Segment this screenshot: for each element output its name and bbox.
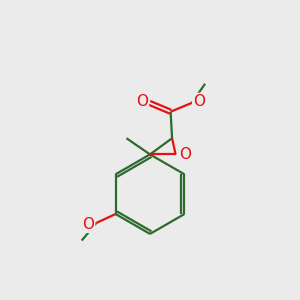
- Text: O: O: [82, 217, 94, 232]
- Text: O: O: [193, 94, 205, 109]
- Text: O: O: [136, 94, 148, 109]
- Text: O: O: [179, 147, 191, 162]
